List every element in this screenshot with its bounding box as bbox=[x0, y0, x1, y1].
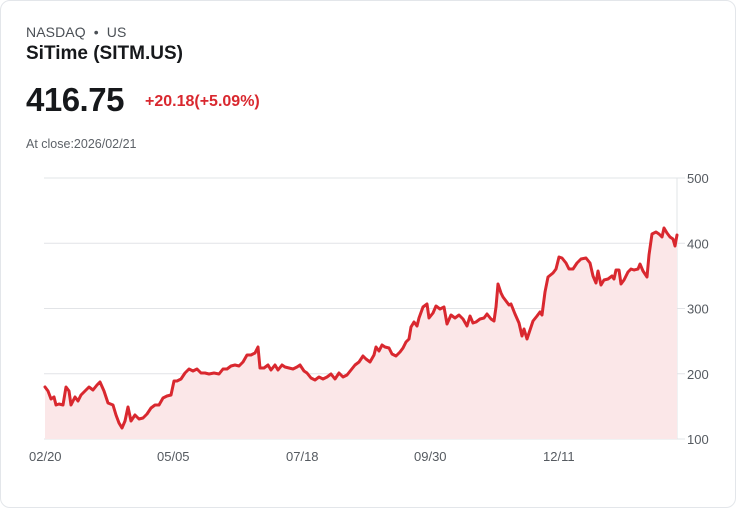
y-tick-label: 500 bbox=[687, 171, 709, 186]
x-tick-label: 07/18 bbox=[286, 449, 319, 464]
x-tick-label: 09/30 bbox=[414, 449, 447, 464]
y-axis-labels: 500 400 300 200 100 bbox=[687, 171, 709, 447]
exchange-name: NASDAQ bbox=[26, 24, 86, 40]
y-tick-label: 400 bbox=[687, 236, 709, 251]
y-tick-label: 200 bbox=[687, 367, 709, 382]
region-label: US bbox=[106, 24, 127, 40]
price-line bbox=[43, 226, 679, 430]
current-price: 416.75 bbox=[26, 81, 124, 118]
price-area-fill bbox=[45, 228, 677, 439]
separator-dot: • bbox=[93, 24, 99, 40]
x-tick-label: 05/05 bbox=[157, 449, 190, 464]
exchange-line: NASDAQ • US bbox=[26, 24, 126, 40]
y-tick-label: 300 bbox=[687, 302, 709, 317]
stock-title: SiTime (SITM.US) bbox=[26, 43, 183, 64]
x-tick-label: 02/20 bbox=[29, 449, 62, 464]
x-axis-labels: 02/20 05/05 07/18 09/30 12/11 bbox=[29, 449, 575, 464]
close-timestamp: At close:2026/02/21 bbox=[26, 137, 137, 151]
x-tick-label: 12/11 bbox=[543, 449, 575, 464]
price-change: +20.18(+5.09%) bbox=[145, 93, 260, 110]
y-tick-label: 100 bbox=[687, 432, 709, 447]
